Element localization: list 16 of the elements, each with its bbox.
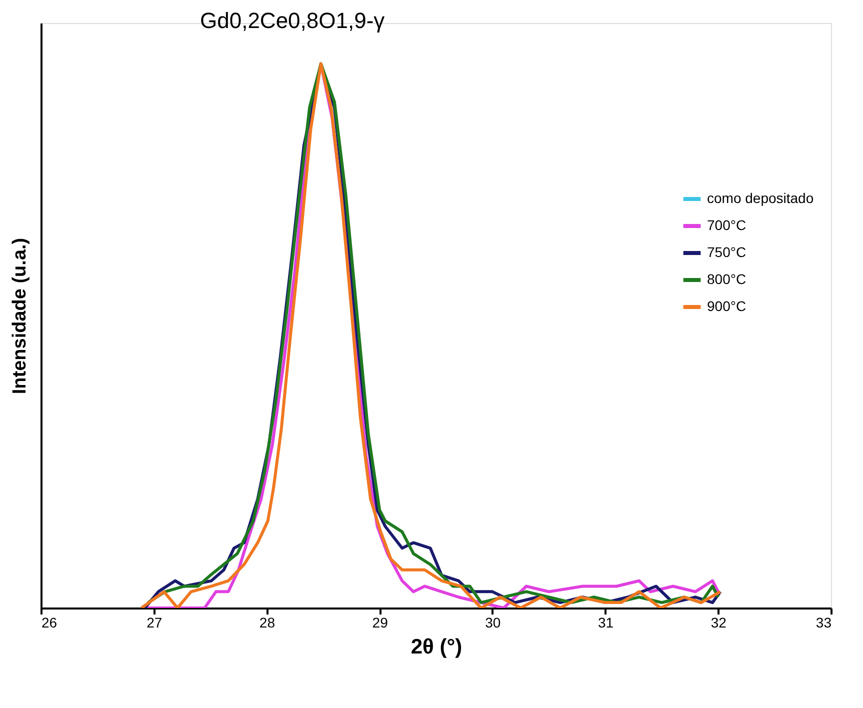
y-axis-title: Intensidade (u.a.) bbox=[10, 238, 30, 394]
x-tick-label: 33 bbox=[816, 614, 832, 630]
legend-label: 800°C bbox=[707, 271, 746, 287]
x-tick-label: 29 bbox=[372, 614, 388, 630]
x-tick-label: 32 bbox=[710, 614, 727, 630]
x-tick-label: 30 bbox=[485, 614, 501, 630]
legend-label: como depositado bbox=[707, 190, 814, 206]
legend-label: 900°C bbox=[707, 298, 746, 314]
x-axis-title: 2θ (°) bbox=[410, 636, 462, 658]
x-tick-label: 26 bbox=[42, 614, 58, 630]
x-tick-label: 28 bbox=[259, 614, 276, 630]
x-tick-label: 31 bbox=[598, 614, 614, 630]
chart-title: Gd0,2Ce0,8O1,9-γ bbox=[200, 8, 385, 33]
legend-label: 700°C bbox=[707, 217, 746, 233]
legend-label: 750°C bbox=[707, 244, 746, 260]
x-tick-label: 27 bbox=[146, 614, 162, 630]
